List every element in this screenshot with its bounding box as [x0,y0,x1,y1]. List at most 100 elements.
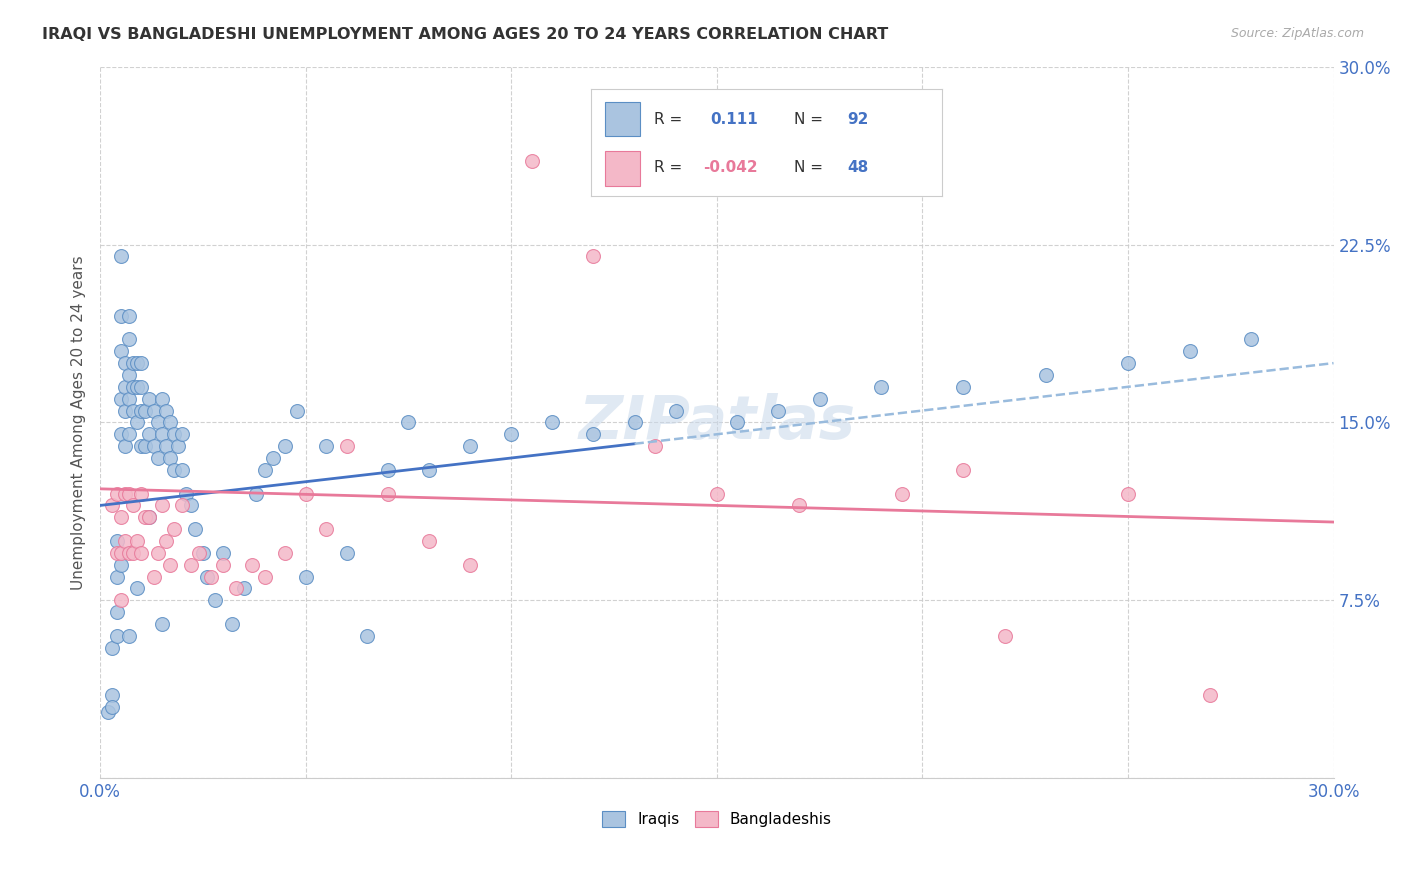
Point [212,558,235,572]
Point [129,486,152,500]
Point [105,534,128,549]
Point [122,499,145,513]
Point [245,486,267,500]
Point [127,582,149,596]
Point [262,450,284,465]
Point [418,463,440,477]
Text: N =: N = [794,112,824,127]
Point [122,380,145,394]
Point [97,705,120,719]
Point [114,534,136,549]
Point [118,427,141,442]
Point [233,582,256,596]
Point [1178,344,1201,359]
Point [129,439,152,453]
Point [180,558,202,572]
Point [377,486,399,500]
Point [582,249,605,263]
Point [336,546,359,560]
Point [187,546,209,560]
Point [127,380,149,394]
Text: 92: 92 [846,112,869,127]
Point [122,546,145,560]
Point [501,427,523,442]
Text: N =: N = [794,160,824,175]
Point [150,427,173,442]
Point [146,450,169,465]
Point [204,593,226,607]
Point [138,510,160,524]
Point [274,546,297,560]
Point [1240,332,1263,346]
Point [101,700,124,714]
Point [195,569,218,583]
Point [163,427,186,442]
Point [118,486,141,500]
Point [114,380,136,394]
Point [1199,688,1222,702]
Point [138,392,160,406]
Point [122,403,145,417]
Point [163,463,186,477]
Point [129,403,152,417]
Point [253,569,276,583]
Point [138,510,160,524]
Point [287,403,309,417]
Text: R =: R = [654,112,682,127]
Point [134,403,156,417]
Point [225,582,247,596]
Point [138,427,160,442]
Point [155,534,177,549]
Text: 0.111: 0.111 [710,112,758,127]
Point [118,546,141,560]
Point [110,249,132,263]
Point [458,558,481,572]
Point [110,593,132,607]
Point [870,380,893,394]
Point [127,416,149,430]
Point [183,522,205,536]
Point [1035,368,1057,382]
Point [212,546,235,560]
Y-axis label: Unemployment Among Ages 20 to 24 years: Unemployment Among Ages 20 to 24 years [72,255,86,590]
Point [706,486,728,500]
Point [665,403,688,417]
Point [623,416,645,430]
Text: 48: 48 [846,160,869,175]
Point [163,522,186,536]
Point [294,486,316,500]
Legend: Iraqis, Bangladeshis: Iraqis, Bangladeshis [595,804,839,835]
Point [118,309,141,323]
Point [159,416,181,430]
Text: R =: R = [654,160,682,175]
Point [398,416,420,430]
Point [377,463,399,477]
Point [127,356,149,370]
Point [146,416,169,430]
Point [150,499,173,513]
Point [101,499,124,513]
Point [118,332,141,346]
Point [167,439,190,453]
Point [644,439,666,453]
Point [172,463,194,477]
Point [150,392,173,406]
Point [127,534,149,549]
Point [118,629,141,643]
Point [105,486,128,500]
Point [101,640,124,655]
Point [110,546,132,560]
Point [172,427,194,442]
Point [725,416,748,430]
Point [1116,486,1139,500]
Point [240,558,263,572]
Point [315,439,337,453]
Text: -0.042: -0.042 [703,160,758,175]
Point [221,617,243,632]
Point [110,510,132,524]
Point [952,463,974,477]
Point [118,392,141,406]
Point [114,486,136,500]
Point [118,368,141,382]
Point [155,439,177,453]
